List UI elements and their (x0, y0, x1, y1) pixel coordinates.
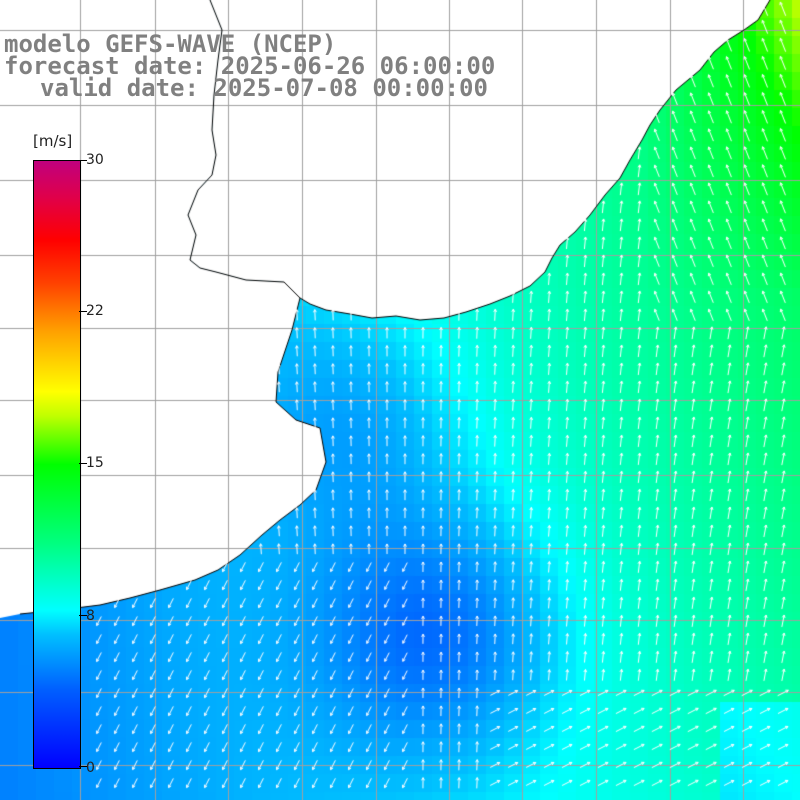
colorbar-tick-22: 22 (86, 303, 104, 319)
valid-date: valid date: 2025-07-08 00:00:00 (40, 74, 488, 102)
colorbar-unit: [m/s] (33, 132, 73, 150)
colorbar-tick-mark (79, 463, 87, 464)
colorbar-tick-30: 30 (86, 152, 104, 168)
colorbar-tick-mark (79, 766, 87, 767)
model-title: modelo GEFS-WAVE (NCEP) (4, 30, 337, 58)
colorbar-tick-mark (79, 615, 87, 616)
colorbar (33, 160, 81, 769)
colorbar-tick-mark (79, 160, 87, 161)
colorbar-tick-mark (79, 311, 87, 312)
colorbar-tick-8: 8 (86, 608, 95, 624)
colorbar-tick-0: 0 (86, 760, 95, 776)
forecast-date: forecast date: 2025-06-26 06:00:00 (4, 52, 496, 80)
colorbar-tick-15: 15 (86, 455, 104, 471)
